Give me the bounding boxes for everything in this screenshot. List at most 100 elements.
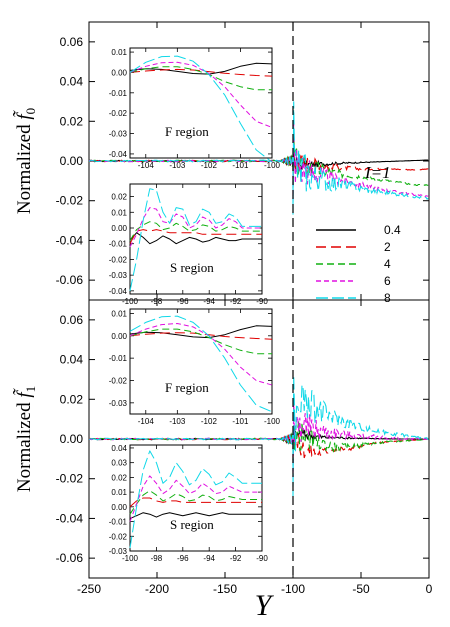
y-axis-label-text: Normalized	[14, 120, 35, 214]
legend-label: 0.4	[384, 223, 401, 237]
legend-label: 8	[384, 291, 391, 305]
inset-x-tick-label: -90	[256, 297, 268, 306]
inset-series-line-8	[129, 315, 273, 413]
inset-y-tick-label: -0.04	[109, 150, 128, 159]
figure-overlay: I=1 0.4 2 4 6 8 -250 -200 -150 -100 -50 0 Y	[77, 163, 433, 622]
inset-label: S region	[170, 517, 214, 532]
inset-y-tick-label: -0.03	[109, 271, 128, 280]
y-tick-label: -0.02	[56, 194, 84, 208]
inset-series-line-8	[129, 55, 273, 163]
inset-y-tick-label: 0.01	[111, 48, 127, 57]
y-tick-label: -0.02	[56, 472, 84, 486]
y-axis-label-subscript: 0	[23, 108, 38, 115]
x-tick-labels: -250 -200 -150 -100 -50 0	[77, 582, 433, 596]
x-tick-label: -150	[213, 582, 237, 596]
y-axis-label-symbol: f̃	[13, 388, 35, 398]
x-tick-label: -100	[281, 582, 305, 596]
inset-bottom-s-region: 0.04 0.03 0.02 0.01 0.00 -0.01 -0.02 -0.03-100 -…	[109, 444, 269, 563]
legend-label: 2	[384, 240, 391, 254]
y-tick-label: -0.06	[56, 551, 84, 565]
x-axis-label: Y	[255, 589, 275, 622]
inset-y-tick-label: 0.00	[111, 224, 127, 233]
legend-label: 4	[384, 257, 391, 271]
inset-x-tick-label: -90	[256, 554, 268, 563]
x-tick-label: -200	[145, 582, 169, 596]
x-tick-label: -250	[77, 582, 101, 596]
y-axis-label-top: Normalized f̃0	[13, 108, 38, 214]
y-tick-label: 0.02	[60, 114, 84, 128]
inset-y-tick-label: 0.00	[111, 68, 127, 77]
series-line-top-8	[88, 101, 429, 215]
inset-x-tick-label: -103	[169, 417, 186, 426]
inset-x-tick-label: -101	[232, 417, 249, 426]
inset-y-tick-label: -0.02	[109, 255, 128, 264]
inset-x-tick-label: -103	[169, 161, 186, 170]
inset-series-line-6	[129, 207, 262, 248]
inset-series-line-0.4	[129, 62, 273, 75]
inset-series-line-4	[129, 490, 262, 515]
inset-y-tick-label: 0.02	[111, 473, 127, 482]
x-tick-label: -50	[352, 582, 370, 596]
y-axis-label-text: Normalized	[14, 398, 35, 492]
inset-y-tick-label: 0.04	[111, 444, 127, 453]
inset-series-line-2	[129, 229, 262, 244]
series-line-bottom-4	[88, 407, 429, 468]
inset-frame	[129, 47, 273, 159]
inset-x-tick-label: -94	[203, 297, 215, 306]
inset-x-tick-label: -100	[122, 297, 139, 306]
y-tick-label: 0.04	[60, 353, 84, 367]
inset-y-tick-label: -0.01	[109, 518, 128, 527]
inset-x-tick-label: -102	[201, 417, 218, 426]
inset-series-line-0.4	[129, 232, 262, 245]
y-tick-label: 0.06	[60, 313, 84, 327]
series-line-top-6	[88, 117, 429, 201]
inset-x-tick-label: -101	[232, 161, 249, 170]
inset-x-tick-label: -92	[230, 297, 242, 306]
inset-x-tick-label: -98	[151, 554, 163, 563]
inset-x-tick-label: -96	[177, 297, 189, 306]
inset-series-line-8	[129, 450, 262, 549]
inset-y-tick-label: 0.03	[111, 459, 127, 468]
inset-y-tick-label: 0.01	[111, 309, 127, 318]
inset-y-tick-label: -0.01	[109, 240, 128, 249]
inset-y-tick-label: -0.02	[109, 532, 128, 541]
inset-series-line-2	[129, 332, 273, 340]
inset-y-tick-label: -0.01	[109, 89, 128, 98]
legend: 0.4 2 4 6 8	[316, 223, 401, 305]
y-tick-label: -0.06	[56, 273, 84, 287]
inset-series-line-4	[129, 221, 262, 241]
y-tick-label: -0.04	[56, 511, 84, 525]
inset-y-tick-label: 0.01	[111, 488, 127, 497]
inset-series-line-4	[129, 66, 272, 91]
inset-panels: 0.01 0.00 -0.01 -0.02 -0.03 -0.04 -104 -103 -102…	[109, 47, 281, 563]
inset-y-tick-label: -0.01	[109, 354, 128, 363]
inset-x-tick-label: -96	[177, 554, 189, 563]
inset-y-tick-label: 0.02	[111, 193, 127, 202]
inset-series-line-6	[129, 475, 262, 522]
inset-x-tick-label: -98	[151, 297, 163, 306]
legend-label: 6	[384, 274, 391, 288]
inset-y-tick-label: 0.01	[111, 208, 127, 217]
inset-y-tick-label: -0.04	[109, 287, 128, 296]
inset-y-tick-label: -0.03	[109, 399, 128, 408]
inset-series-line-4	[129, 328, 272, 355]
y-tick-label: 0.04	[60, 75, 84, 89]
inset-x-tick-label: -94	[203, 554, 215, 563]
inset-label: F region	[165, 124, 209, 139]
inset-series-line-2	[129, 497, 262, 508]
y-axis-label-bottom: Normalized f̃1	[13, 386, 38, 492]
series-line-bottom-8	[88, 375, 429, 497]
inset-top-f-region: 0.01 0.00 -0.01 -0.02 -0.03 -0.04 -104 -103 -102…	[109, 47, 281, 170]
y-tick-label: 0.06	[60, 35, 84, 49]
y-tick-label: 0.02	[60, 392, 84, 406]
x-tick-label: 0	[426, 582, 433, 596]
inset-x-tick-label: -100	[264, 161, 281, 170]
inset-x-tick-label: -102	[201, 161, 218, 170]
inset-top-s-region: 0.02 0.01 0.00 -0.01 -0.02 -0.03 -0.04-100 -98 -…	[109, 183, 268, 306]
y-tick-label: -0.04	[56, 233, 84, 247]
inset-x-tick-label: -104	[138, 161, 155, 170]
inset-label: S region	[170, 260, 214, 275]
inset-y-tick-label: -0.02	[109, 376, 128, 385]
inset-x-tick-label: -100	[122, 554, 139, 563]
